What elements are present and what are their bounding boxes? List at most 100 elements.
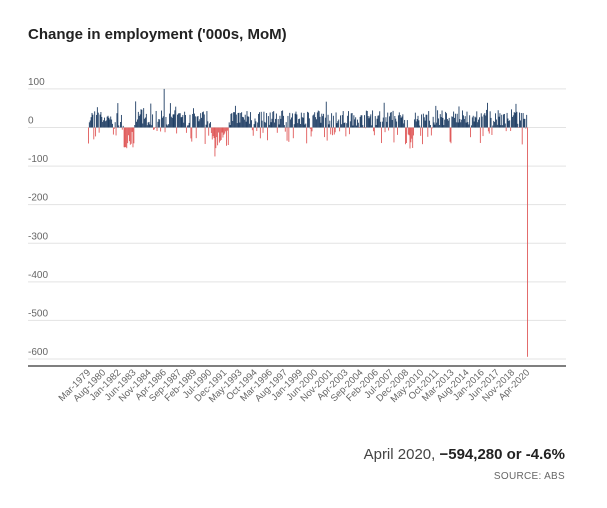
bar (331, 113, 333, 128)
bar (483, 114, 485, 128)
bar (178, 113, 180, 128)
bar (118, 125, 120, 128)
bar (312, 115, 314, 128)
bar (361, 115, 363, 128)
bar (462, 110, 463, 128)
bar (440, 117, 442, 128)
bar (345, 127, 347, 137)
bar (461, 119, 463, 128)
bar (310, 127, 312, 137)
bar (244, 114, 246, 128)
bar (145, 117, 146, 128)
bar (97, 112, 99, 128)
bar (120, 114, 122, 128)
bar (520, 113, 522, 128)
bar (122, 125, 124, 128)
bar (482, 127, 484, 137)
bar (276, 127, 278, 133)
bar (154, 127, 156, 128)
bar (510, 127, 512, 131)
bar (316, 112, 318, 128)
bar (191, 127, 193, 142)
bar (139, 114, 141, 128)
bar (324, 117, 326, 128)
bar (225, 127, 227, 132)
bar (308, 118, 310, 128)
bar (348, 111, 349, 128)
bar (512, 115, 514, 128)
bar (119, 127, 121, 128)
bar (332, 127, 333, 136)
bar (348, 127, 350, 135)
bar (270, 122, 272, 128)
bar (251, 120, 252, 128)
bar (438, 124, 440, 128)
bar (338, 119, 340, 128)
bar (135, 101, 137, 128)
bar (143, 108, 145, 128)
bar (304, 124, 306, 128)
bar (376, 118, 378, 128)
bar (438, 118, 439, 128)
bar (252, 127, 254, 136)
bar (347, 115, 349, 128)
bar (261, 120, 263, 128)
bar (299, 118, 300, 128)
bar (322, 116, 324, 128)
bar (518, 127, 520, 128)
bar (379, 111, 381, 128)
bar (356, 119, 358, 128)
bar (485, 115, 487, 128)
bar (185, 127, 187, 133)
bar (489, 111, 491, 128)
bar (314, 112, 316, 128)
bar (112, 123, 113, 128)
y-tick-label: -200 (28, 193, 48, 204)
bar (238, 112, 240, 128)
bar (359, 116, 361, 128)
bar (430, 125, 431, 128)
bars (88, 88, 529, 357)
bar (384, 127, 386, 133)
bar (525, 127, 527, 129)
bar (397, 115, 399, 128)
bar (291, 117, 292, 128)
bar (228, 122, 230, 128)
bar (487, 102, 488, 128)
bar (106, 116, 108, 128)
bar (367, 116, 369, 128)
bar (406, 120, 408, 128)
bar (462, 115, 464, 128)
bar (389, 112, 391, 128)
bar (284, 127, 286, 132)
bar (401, 116, 403, 128)
employment-bar-chart: 100 0 -100 -200 -300 -400 -500 -600 Mar-1979Aug… (28, 77, 566, 405)
bar (323, 113, 325, 128)
bar (177, 113, 179, 128)
bar (420, 127, 422, 136)
bar (523, 118, 525, 128)
bar (237, 112, 239, 128)
bar (188, 122, 190, 128)
bar (212, 127, 214, 137)
bar (373, 127, 375, 136)
bar (157, 121, 159, 128)
bar (365, 127, 366, 129)
bar (204, 127, 206, 144)
bar (346, 123, 348, 128)
bar (201, 117, 203, 128)
bar (437, 110, 439, 128)
bar (358, 127, 360, 128)
bar (263, 111, 265, 128)
bar (200, 113, 202, 128)
bar (458, 106, 460, 128)
bar (507, 118, 509, 128)
bar (144, 118, 146, 128)
bar (293, 124, 295, 128)
bar (362, 125, 364, 128)
bar (192, 113, 194, 128)
bar (390, 112, 392, 128)
bar (242, 117, 244, 128)
bar (479, 117, 480, 128)
bar (279, 115, 281, 128)
